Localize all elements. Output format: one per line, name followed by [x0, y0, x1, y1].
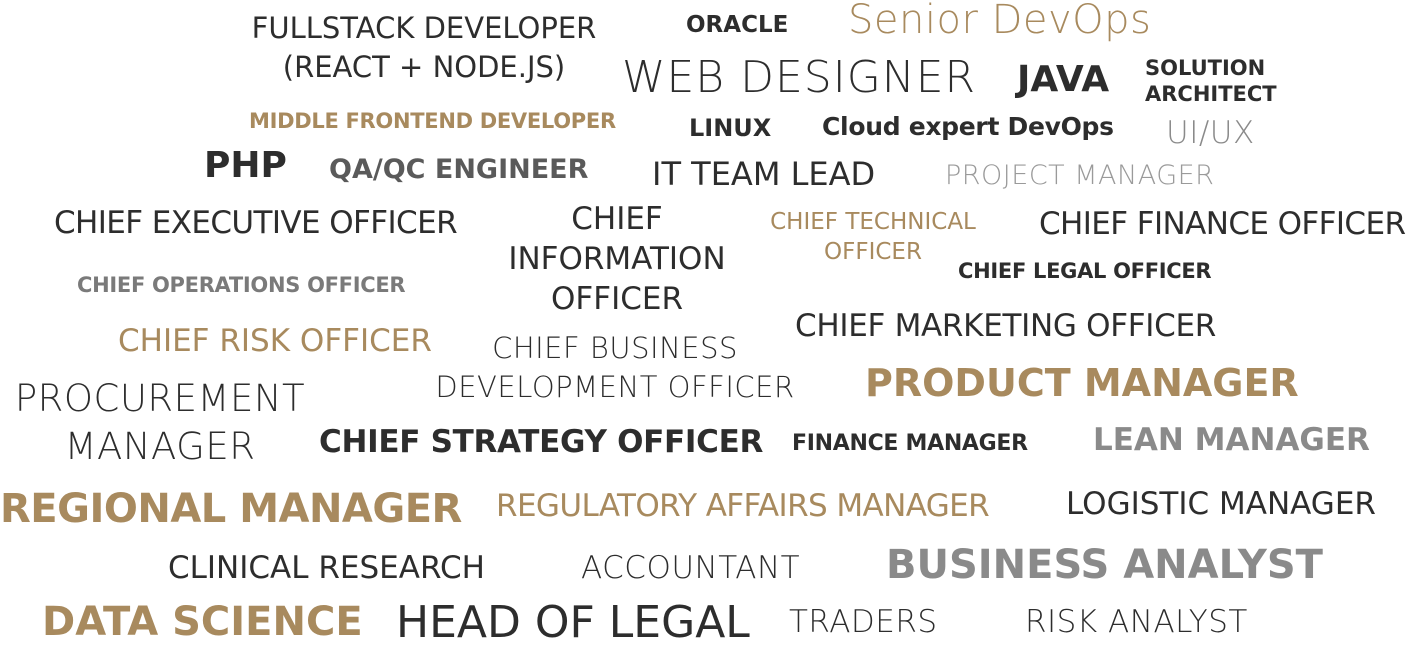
word-solution-line1: SOLUTION — [1145, 56, 1266, 80]
word-finance-manager: FINANCE MANAGER — [792, 431, 1028, 456]
word-fullstack-line2: (REACT + NODE.JS) — [282, 50, 566, 84]
word-fullstack-developer: FULLSTACK DEVELOPER (REACT + NODE.JS) — [238, 14, 610, 82]
word-accountant: ACCOUNTANT — [581, 550, 801, 586]
word-senior-devops: Senior DevOps — [848, 0, 1152, 43]
word-regulatory-affairs-manager: REGULATORY AFFAIRS MANAGER — [496, 488, 990, 524]
word-java: JAVA — [1017, 59, 1110, 100]
word-cio-line3: OFFICER — [551, 281, 683, 317]
word-regional-manager: REGIONAL MANAGER — [0, 486, 462, 532]
word-chief-finance-officer: CHIEF FINANCE OFFICER — [1039, 206, 1406, 242]
word-cbdo-line1: CHIEF BUSINESS — [492, 331, 738, 365]
word-procurement-line2: MANAGER — [64, 425, 256, 468]
word-traders: TRADERS — [789, 604, 938, 640]
word-project-manager: PROJECT MANAGER — [945, 160, 1215, 191]
word-chief-technical-officer: CHIEF TECHNICAL OFFICER — [762, 211, 984, 264]
word-chief-strategy-officer: CHIEF STRATEGY OFFICER — [319, 424, 764, 460]
word-cio-line1: CHIEF — [571, 201, 663, 237]
word-chief-executive-officer: CHIEF EXECUTIVE OFFICER — [54, 205, 458, 241]
word-ui-ux: UI/UX — [1166, 115, 1255, 151]
word-php: PHP — [204, 145, 287, 186]
word-cto-line2: OFFICER — [824, 239, 922, 265]
word-data-science: DATA SCIENCE — [42, 599, 363, 645]
word-cto-line1: CHIEF TECHNICAL — [770, 209, 976, 235]
word-procurement-line1: PROCUREMENT — [14, 377, 306, 420]
word-chief-operations-officer: CHIEF OPERATIONS OFFICER — [77, 273, 406, 297]
word-fullstack-line1: FULLSTACK DEVELOPER — [251, 11, 597, 45]
word-middle-frontend-developer: MIDDLE FRONTEND DEVELOPER — [249, 109, 616, 133]
word-oracle: ORACLE — [686, 12, 789, 38]
word-solution-line2: ARCHITECT — [1145, 82, 1277, 106]
word-product-manager: PRODUCT MANAGER — [865, 361, 1299, 405]
word-logistic-manager: LOGISTIC MANAGER — [1066, 486, 1376, 522]
word-it-team-lead: IT TEAM LEAD — [652, 155, 876, 193]
word-chief-legal-officer: CHIEF LEGAL OFFICER — [958, 259, 1212, 283]
word-solution-architect: SOLUTION ARCHITECT — [1145, 55, 1277, 107]
word-procurement-manager: PROCUREMENT MANAGER — [12, 380, 308, 465]
word-web-designer: WEB DESIGNER — [622, 52, 977, 103]
word-chief-marketing-officer: CHIEF MARKETING OFFICER — [795, 308, 1217, 344]
word-linux: LINUX — [689, 114, 772, 142]
word-cbdo-line2: DEVELOPMENT OFFICER — [435, 370, 795, 404]
word-clinical-research: CLINICAL RESEARCH — [168, 550, 485, 586]
word-qa-qc-engineer: QA/QC ENGINEER — [329, 154, 589, 185]
word-cio-line2: INFORMATION — [508, 241, 726, 277]
word-business-analyst: BUSINESS ANALYST — [886, 542, 1323, 588]
word-lean-manager: LEAN MANAGER — [1093, 422, 1370, 458]
word-cloud-expert-devops: Cloud expert DevOps — [822, 112, 1114, 141]
word-chief-risk-officer: CHIEF RISK OFFICER — [118, 323, 432, 359]
word-chief-information-officer: CHIEF INFORMATION OFFICER — [496, 204, 738, 315]
word-head-of-legal: HEAD OF LEGAL — [396, 597, 750, 648]
word-chief-business-development-officer: CHIEF BUSINESS DEVELOPMENT OFFICER — [420, 334, 810, 402]
word-risk-analyst: RISK ANALYST — [1025, 604, 1248, 640]
